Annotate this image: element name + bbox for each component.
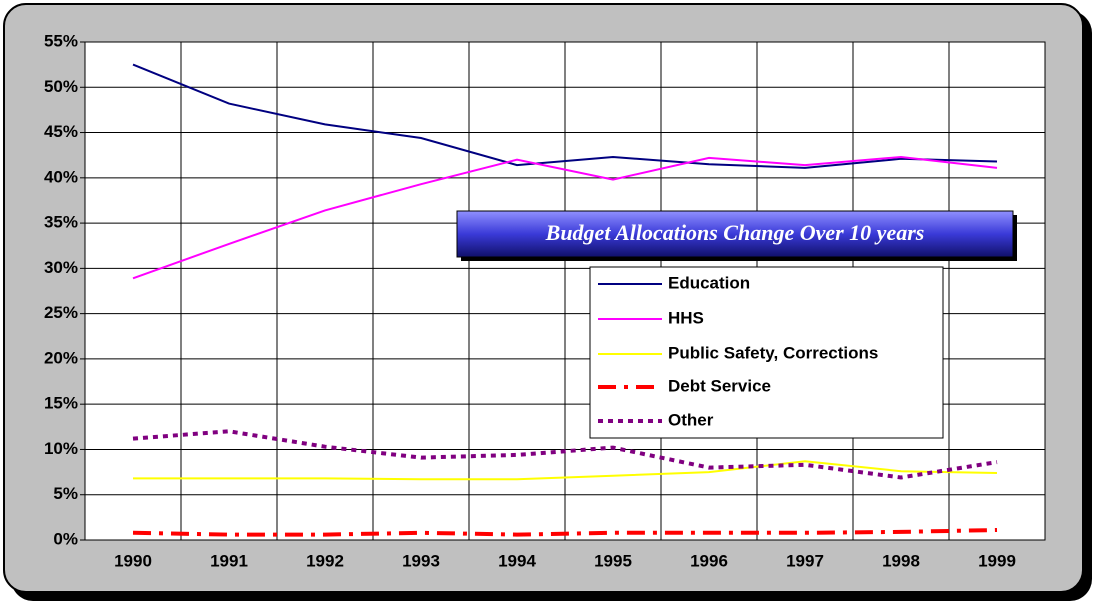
x-tick-label: 1997 bbox=[786, 551, 824, 570]
legend-label: Other bbox=[668, 410, 714, 429]
y-tick-label: 55% bbox=[44, 31, 78, 50]
x-tick-label: 1990 bbox=[114, 551, 152, 570]
series-line bbox=[132, 429, 998, 480]
legend bbox=[589, 266, 944, 439]
x-tick-label: 1999 bbox=[978, 551, 1016, 570]
x-tick-label: 1991 bbox=[210, 551, 248, 570]
y-tick-label: 25% bbox=[44, 303, 78, 322]
y-tick-label: 10% bbox=[44, 439, 78, 458]
legend-label: HHS bbox=[668, 308, 704, 327]
series-line bbox=[132, 528, 998, 537]
y-tick-label: 35% bbox=[44, 213, 78, 232]
y-tick-label: 20% bbox=[44, 348, 78, 367]
y-tick-label: 30% bbox=[44, 258, 78, 277]
x-tick-label: 1993 bbox=[402, 551, 440, 570]
series-line bbox=[133, 460, 998, 481]
chart-title: Budget Allocations Change Over 10 years bbox=[545, 220, 925, 245]
series-line bbox=[132, 155, 998, 280]
legend-label: Public Safety, Corrections bbox=[668, 343, 878, 362]
y-tick-label: 15% bbox=[44, 394, 78, 413]
legend-label: Debt Service bbox=[668, 376, 771, 395]
x-tick-label: 1995 bbox=[594, 551, 632, 570]
series-line bbox=[132, 63, 998, 169]
y-tick-label: 50% bbox=[44, 77, 78, 96]
x-tick-label: 1992 bbox=[306, 551, 344, 570]
x-tick-label: 1996 bbox=[690, 551, 728, 570]
x-tick-label: 1994 bbox=[498, 551, 536, 570]
title-box bbox=[456, 210, 1014, 258]
legend-label: Education bbox=[668, 273, 750, 292]
y-tick-label: 5% bbox=[53, 484, 78, 503]
x-tick-label: 1998 bbox=[882, 551, 920, 570]
y-tick-label: 40% bbox=[44, 167, 78, 186]
y-tick-label: 45% bbox=[44, 122, 78, 141]
y-tick-label: 0% bbox=[53, 529, 78, 548]
